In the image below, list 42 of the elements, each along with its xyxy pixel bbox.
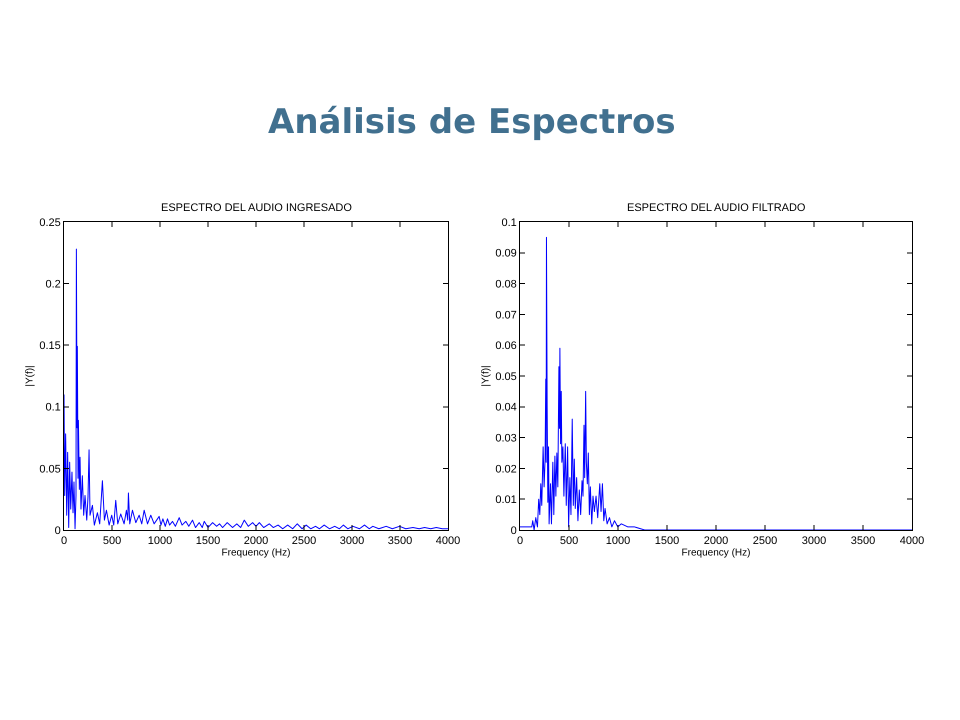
x-tick-label: 2500 bbox=[292, 535, 316, 548]
x-tick-label: 1500 bbox=[654, 535, 680, 548]
y-tick-label: 0.01 bbox=[495, 494, 517, 506]
y-tick-label: 0.2 bbox=[46, 278, 61, 290]
y-tick-label: 0 bbox=[54, 524, 61, 537]
y-tick-label: 0.03 bbox=[495, 432, 517, 444]
chart-title: ESPECTRO DEL AUDIO FILTRADO bbox=[627, 202, 806, 214]
y-tick-label: 0.04 bbox=[495, 402, 517, 414]
y-tick-label: 0.06 bbox=[495, 340, 517, 352]
x-tick-label: 500 bbox=[102, 535, 122, 548]
chart-title: ESPECTRO DEL AUDIO INGRESADO bbox=[161, 202, 352, 214]
x-tick-label: 3500 bbox=[850, 535, 876, 548]
x-tick-label: 1000 bbox=[606, 535, 630, 548]
x-tick-label: 4000 bbox=[900, 535, 924, 548]
y-tick-label: 0.15 bbox=[39, 340, 61, 352]
y-tick-label: 0.1 bbox=[46, 402, 61, 414]
x-tick-label: 500 bbox=[560, 535, 578, 548]
y-axis-title: |Y(f)| bbox=[24, 365, 36, 387]
y-tick-label: 0.09 bbox=[495, 248, 517, 260]
y-tick-label: 0.05 bbox=[39, 463, 61, 476]
line-series bbox=[520, 236, 912, 530]
x-tick-label: 3500 bbox=[388, 535, 412, 548]
y-tick-label: 0.08 bbox=[495, 278, 517, 290]
y-tick-label: 0.07 bbox=[495, 309, 517, 322]
text: Análisis de Espectros bbox=[268, 102, 676, 142]
y-tick-label: 0.05 bbox=[495, 370, 517, 383]
y-tick-label: 0.1 bbox=[502, 216, 517, 229]
x-tick-label: 1000 bbox=[148, 535, 172, 548]
y-axis-title: |Y(f)| bbox=[480, 365, 492, 387]
x-tick-label: 2000 bbox=[704, 535, 728, 548]
line-series bbox=[64, 248, 448, 530]
x-tick-label: 4000 bbox=[436, 535, 460, 548]
y-tick-label: 0.25 bbox=[39, 216, 61, 229]
y-tick-label: 0.02 bbox=[495, 463, 517, 476]
x-axis-title: Frequency (Hz) bbox=[682, 548, 750, 559]
x-tick-label: 2500 bbox=[752, 535, 778, 548]
x-tick-label: 3000 bbox=[802, 535, 826, 548]
y-tick-label: 0 bbox=[510, 524, 517, 537]
x-tick-label: 1500 bbox=[196, 535, 220, 548]
x-axis-title: Frequency (Hz) bbox=[222, 548, 290, 559]
x-tick-label: 3000 bbox=[340, 535, 364, 548]
x-tick-label: 2000 bbox=[244, 535, 268, 548]
